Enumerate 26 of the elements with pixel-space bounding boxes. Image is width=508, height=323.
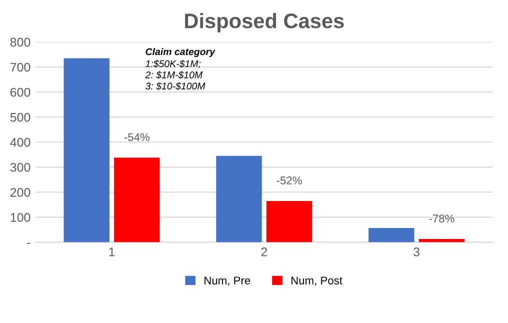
bar	[216, 156, 262, 242]
bar	[368, 228, 414, 242]
y-tick-label: 500	[10, 112, 30, 122]
y-tick-label: 200	[10, 188, 30, 197]
y-tick-label: 100	[10, 213, 30, 222]
annotation: Claim category	[146, 48, 216, 58]
y-tick-label: 300	[10, 162, 30, 172]
annotation: -54%	[124, 133, 150, 142]
legend-label: Num, Pre	[204, 276, 250, 286]
bar	[266, 200, 312, 242]
annotation: -78%	[429, 214, 454, 222]
bar	[114, 158, 160, 242]
x-tick-label: 3	[414, 247, 420, 256]
y-tick-label: 400	[10, 138, 30, 147]
legend-label: Num, Post	[291, 276, 342, 286]
x-tick-label: 1	[109, 248, 115, 256]
y-tick-label: 600	[10, 88, 30, 97]
chart-title: Disposed Cases	[185, 13, 344, 32]
x-tick-label: 2	[261, 247, 268, 256]
bar	[418, 238, 465, 242]
y-tick-label: -	[27, 242, 30, 244]
annotation: -52%	[276, 176, 302, 184]
annotation: 1:$50K-$1M; 2: $1M-$10M 3: $10-$100M	[145, 60, 206, 90]
y-tick-label: 700	[10, 62, 30, 72]
bar	[64, 58, 110, 242]
y-tick-label: 800	[10, 38, 30, 47]
